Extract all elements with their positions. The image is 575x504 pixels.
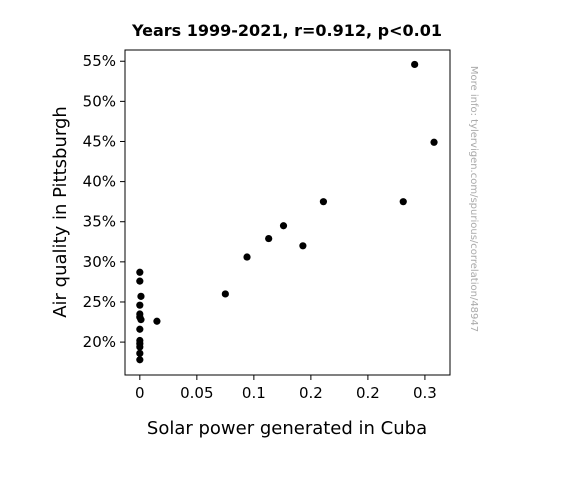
scatter-point bbox=[136, 277, 144, 285]
y-tick-label: 35% bbox=[83, 213, 116, 231]
chart-title: Years 1999-2021, r=0.912, p<0.01 bbox=[131, 21, 442, 40]
scatter-point bbox=[136, 356, 144, 364]
plot-area-frame bbox=[124, 49, 451, 376]
x-tick-label: 0.2 bbox=[299, 384, 323, 402]
scatter-points bbox=[136, 60, 438, 364]
x-tick-label: 0.05 bbox=[180, 384, 213, 402]
y-tick-label: 45% bbox=[83, 132, 116, 150]
y-tick-label: 30% bbox=[83, 253, 116, 271]
scatter-point bbox=[137, 316, 145, 324]
x-tick-label: 0.1 bbox=[242, 384, 266, 402]
scatter-point bbox=[136, 343, 144, 351]
scatter-point bbox=[319, 198, 328, 206]
x-tick-label: 0 bbox=[135, 384, 145, 402]
x-axis: 0 0.05 0.1 0.2 0.2 0.3 bbox=[135, 375, 437, 402]
y-tick-label: 40% bbox=[83, 173, 116, 191]
y-tick-label: 25% bbox=[83, 293, 116, 311]
scatter-point bbox=[430, 138, 438, 146]
scatter-point bbox=[265, 234, 273, 243]
scatter-point bbox=[411, 60, 419, 69]
scatter-point bbox=[137, 292, 145, 300]
scatter-point bbox=[299, 242, 307, 250]
scatter-point bbox=[136, 301, 144, 309]
y-tick-label: 50% bbox=[83, 92, 116, 110]
y-axis-label: Air quality in Pittsburgh bbox=[50, 106, 71, 318]
watermark-text: More info: tylervigen.com/spurious/corre… bbox=[468, 66, 479, 332]
x-tick-label: 0.3 bbox=[413, 384, 437, 402]
scatter-point bbox=[136, 325, 144, 333]
scatter-point bbox=[399, 198, 407, 206]
x-axis-label: Solar power generated in Cuba bbox=[147, 418, 427, 439]
y-axis: 20% 25% 30% 35% 40% 45% 50% 55% bbox=[83, 52, 125, 351]
scatter-point bbox=[136, 349, 144, 357]
scatter-point bbox=[243, 253, 251, 261]
scatter-point bbox=[221, 290, 229, 298]
scatter-point bbox=[153, 317, 161, 325]
y-tick-label: 20% bbox=[83, 333, 116, 351]
scatter-point bbox=[136, 268, 144, 276]
scatter-point bbox=[279, 222, 288, 230]
y-tick-label: 55% bbox=[83, 52, 116, 70]
x-tick-label: 0.2 bbox=[356, 384, 380, 402]
